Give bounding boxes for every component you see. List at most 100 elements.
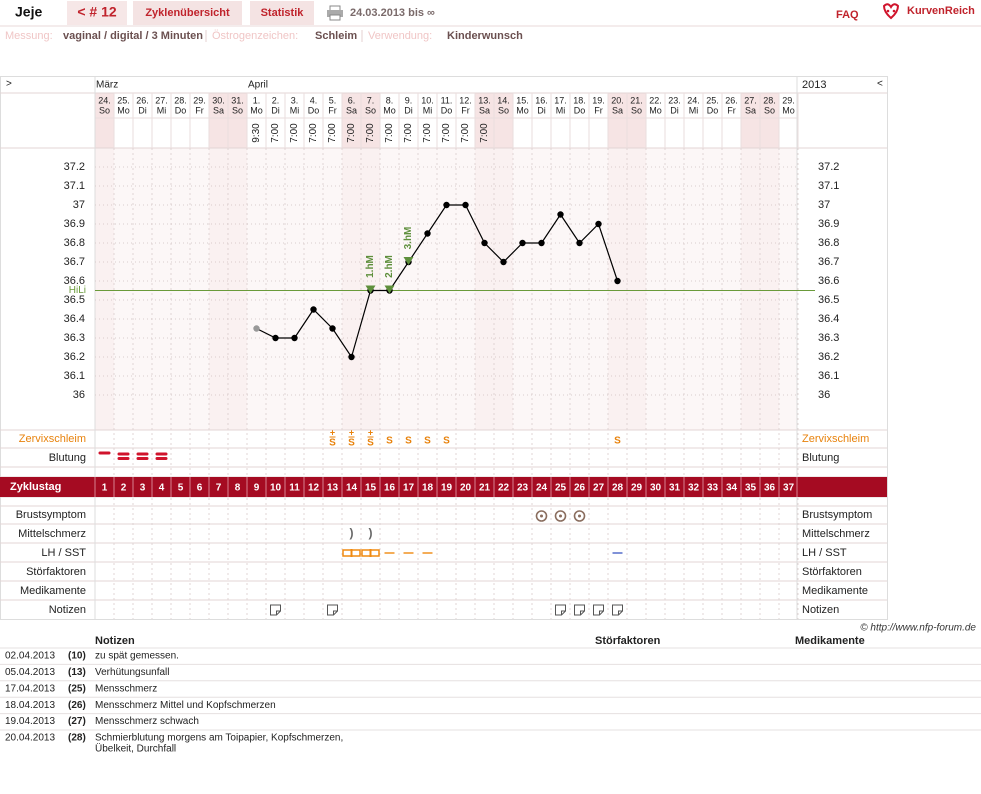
print-icon[interactable] <box>327 5 343 21</box>
row-label: Störfaktoren <box>26 566 86 578</box>
day-date: 2. <box>272 95 280 105</box>
note-text: Mensschmerz Mittel und Kopfschmerzen <box>95 700 276 711</box>
day-date: 22. <box>649 95 662 105</box>
cycle-day: 32 <box>688 483 700 494</box>
note-icon[interactable] <box>270 604 281 616</box>
day-weekday: Sa <box>745 105 756 115</box>
note-icon[interactable] <box>574 604 585 616</box>
note-icon[interactable] <box>612 604 623 616</box>
y-tick-label-right: 36.7 <box>818 256 839 268</box>
info-value: vaginal / digital / 3 Minuten <box>63 30 203 42</box>
measure-time: 7:00 <box>327 123 338 143</box>
note-date: 17.04.2013 <box>5 683 55 694</box>
weekend-column <box>475 148 494 430</box>
cycle-day: 27 <box>593 483 605 494</box>
weekend-header <box>361 93 380 148</box>
day-weekday: Di <box>537 105 546 115</box>
peak-marker <box>384 285 395 294</box>
note-icon[interactable] <box>555 604 566 616</box>
faq-link[interactable]: FAQ <box>836 9 859 21</box>
day-weekday: Do <box>574 105 586 115</box>
bleeding-mark <box>98 451 111 455</box>
mucus-sign: + <box>349 427 354 437</box>
breast-symptom-dot <box>540 514 543 518</box>
breast-symptom <box>573 510 586 522</box>
cycle-day: 15 <box>365 483 377 494</box>
cycle-day: 21 <box>479 483 491 494</box>
cycle-day: 35 <box>745 483 757 494</box>
day-weekday: So <box>631 105 642 115</box>
temperature-point <box>462 201 469 209</box>
mucus-symbol: S <box>443 436 450 447</box>
day-weekday: Mo <box>782 105 795 115</box>
temperature-point <box>500 258 507 266</box>
tab[interactable]: Zyklenübersicht <box>145 7 230 19</box>
mittelschmerz-symbol: ) <box>350 526 354 540</box>
month-label: März <box>96 80 118 91</box>
note-icon[interactable] <box>327 604 338 616</box>
info-value: Kinderwunsch <box>447 30 523 42</box>
nav-right[interactable]: < <box>877 79 883 90</box>
day-weekday: Mo <box>117 105 130 115</box>
note-date: 02.04.2013 <box>5 651 55 662</box>
y-tick-label-right: 36.9 <box>818 218 839 230</box>
temperature-point <box>614 277 621 285</box>
day-date: 5. <box>329 95 337 105</box>
tab[interactable]: Statistik <box>261 7 305 19</box>
row-label: Brustsymptom <box>16 509 86 521</box>
notes-header: Störfaktoren <box>595 635 661 647</box>
bleeding-mark <box>117 452 130 456</box>
note-text: Mensschmerz schwach <box>95 716 199 727</box>
row-label: Blutung <box>49 452 86 464</box>
cycle-day: 23 <box>517 483 529 494</box>
day-date: 23. <box>668 95 681 105</box>
cycle-day: 12 <box>308 483 320 494</box>
cycle-day: 10 <box>270 483 282 494</box>
notes-header: Medikamente <box>795 635 865 647</box>
note-cycle-day: (10) <box>68 651 86 662</box>
measure-time: 7:00 <box>441 123 452 143</box>
y-tick-label-right: 37 <box>818 199 830 211</box>
day-weekday: Di <box>138 105 147 115</box>
cycle-day: 36 <box>764 483 776 494</box>
day-date: 19. <box>592 95 605 105</box>
y-tick-label: 36.6 <box>64 275 85 287</box>
cycle-button[interactable]: < # 12 <box>77 4 117 20</box>
note-cycle-day: (28) <box>68 733 86 744</box>
weekend-column <box>760 148 779 430</box>
peak-label: 2.hM <box>384 255 395 278</box>
note-cycle-day: (13) <box>68 667 86 678</box>
info-value: Schleim <box>315 30 357 42</box>
y-tick-label: 36.2 <box>64 351 85 363</box>
weekend-header <box>475 93 494 148</box>
cycle-day: 8 <box>235 483 241 494</box>
breast-symptom <box>535 510 548 522</box>
weekend-column <box>95 148 114 430</box>
note-icon[interactable] <box>593 604 604 616</box>
day-weekday: Mi <box>556 105 566 115</box>
weekend-header <box>494 93 513 148</box>
lh-test-line <box>350 549 353 557</box>
day-weekday: Sa <box>213 105 224 115</box>
weekend-header <box>760 93 779 148</box>
day-date: 27. <box>155 95 168 105</box>
breast-symptom-dot <box>578 514 581 518</box>
nav-left[interactable]: > <box>6 79 12 90</box>
y-tick-label-right: 36.8 <box>818 237 839 249</box>
temperature-point <box>348 353 355 361</box>
day-date: 26. <box>725 95 738 105</box>
mucus-symbol: S <box>405 436 412 447</box>
weekend-header <box>608 93 627 148</box>
day-date: 30. <box>212 95 225 105</box>
row-label-right: Brustsymptom <box>802 509 872 521</box>
day-date: 17. <box>554 95 567 105</box>
day-weekday: Mo <box>250 105 263 115</box>
note-text: Schmierblutung morgens am Toipapier, Kop… <box>95 733 343 744</box>
mucus-symbol: S <box>348 438 355 449</box>
cycle-day: 37 <box>783 483 795 494</box>
note-cycle-day: (27) <box>68 716 86 727</box>
day-weekday: Mi <box>423 105 433 115</box>
temperature-point <box>557 211 564 218</box>
cover-line-label: HiLi <box>69 285 86 296</box>
temperature-point <box>538 239 545 247</box>
